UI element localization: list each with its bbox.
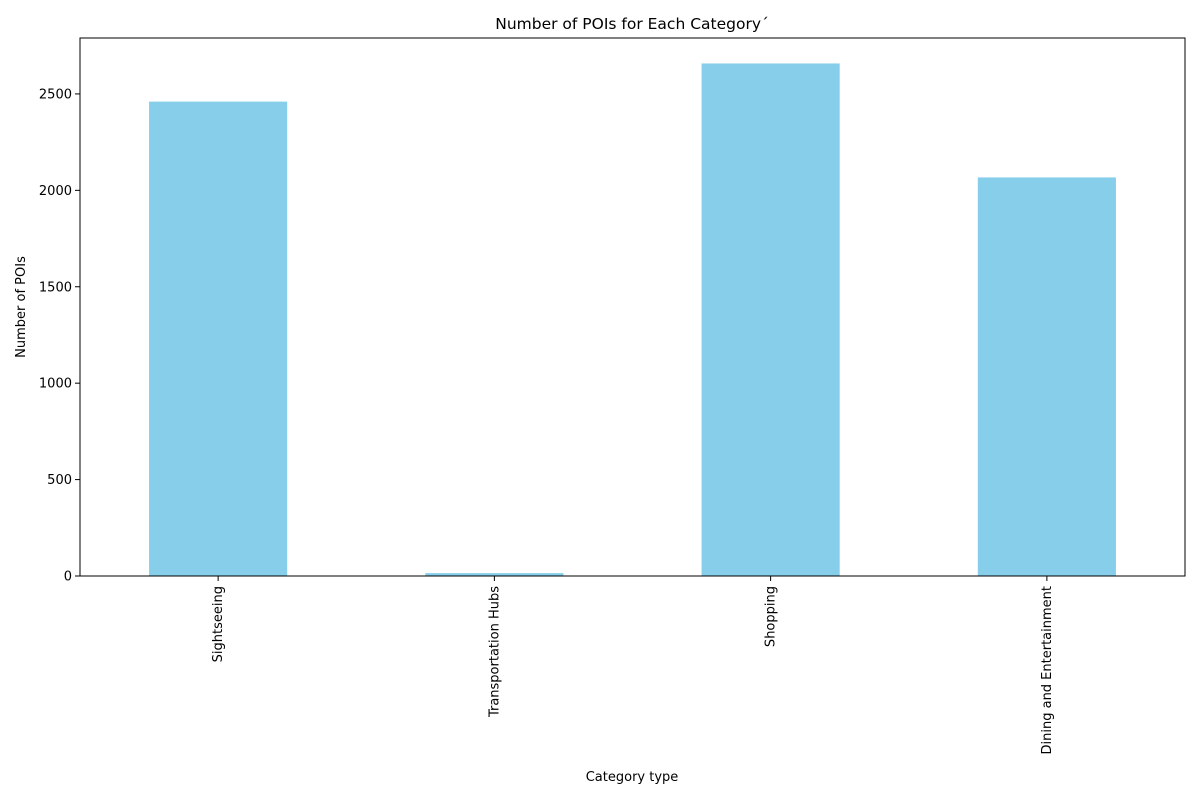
y-tick-label: 2500 [39,87,72,102]
x-tick-label: Sightseeing [211,586,226,662]
bar [977,177,1116,576]
x-axis-ticks: Sightseeing Transportation Hubs Shopping Di… [211,576,1055,755]
y-tick-label: 1500 [39,280,72,295]
bar [425,573,564,576]
bar [149,101,288,577]
y-tick-label: 500 [47,473,72,488]
plot-area-frame [79,37,1186,577]
bar [701,63,840,577]
x-axis-label: Category type [586,770,679,785]
y-tick-label: 0 [64,570,72,585]
y-tick-label: 1000 [39,377,72,392]
x-tick-label: Transportation Hubs [487,586,502,718]
y-tick-label: 2000 [39,184,72,199]
bars-layer [149,63,1116,577]
y-axis-label: Number of POIs [14,256,29,358]
x-tick-label: Shopping [764,586,779,647]
chart-title: Number of POIs for Each Category´ [495,15,769,33]
x-tick-label: Dining and Entertainment [1040,586,1055,755]
y-axis-ticks: 0 500 1000 1500 2000 2500 [39,87,80,585]
